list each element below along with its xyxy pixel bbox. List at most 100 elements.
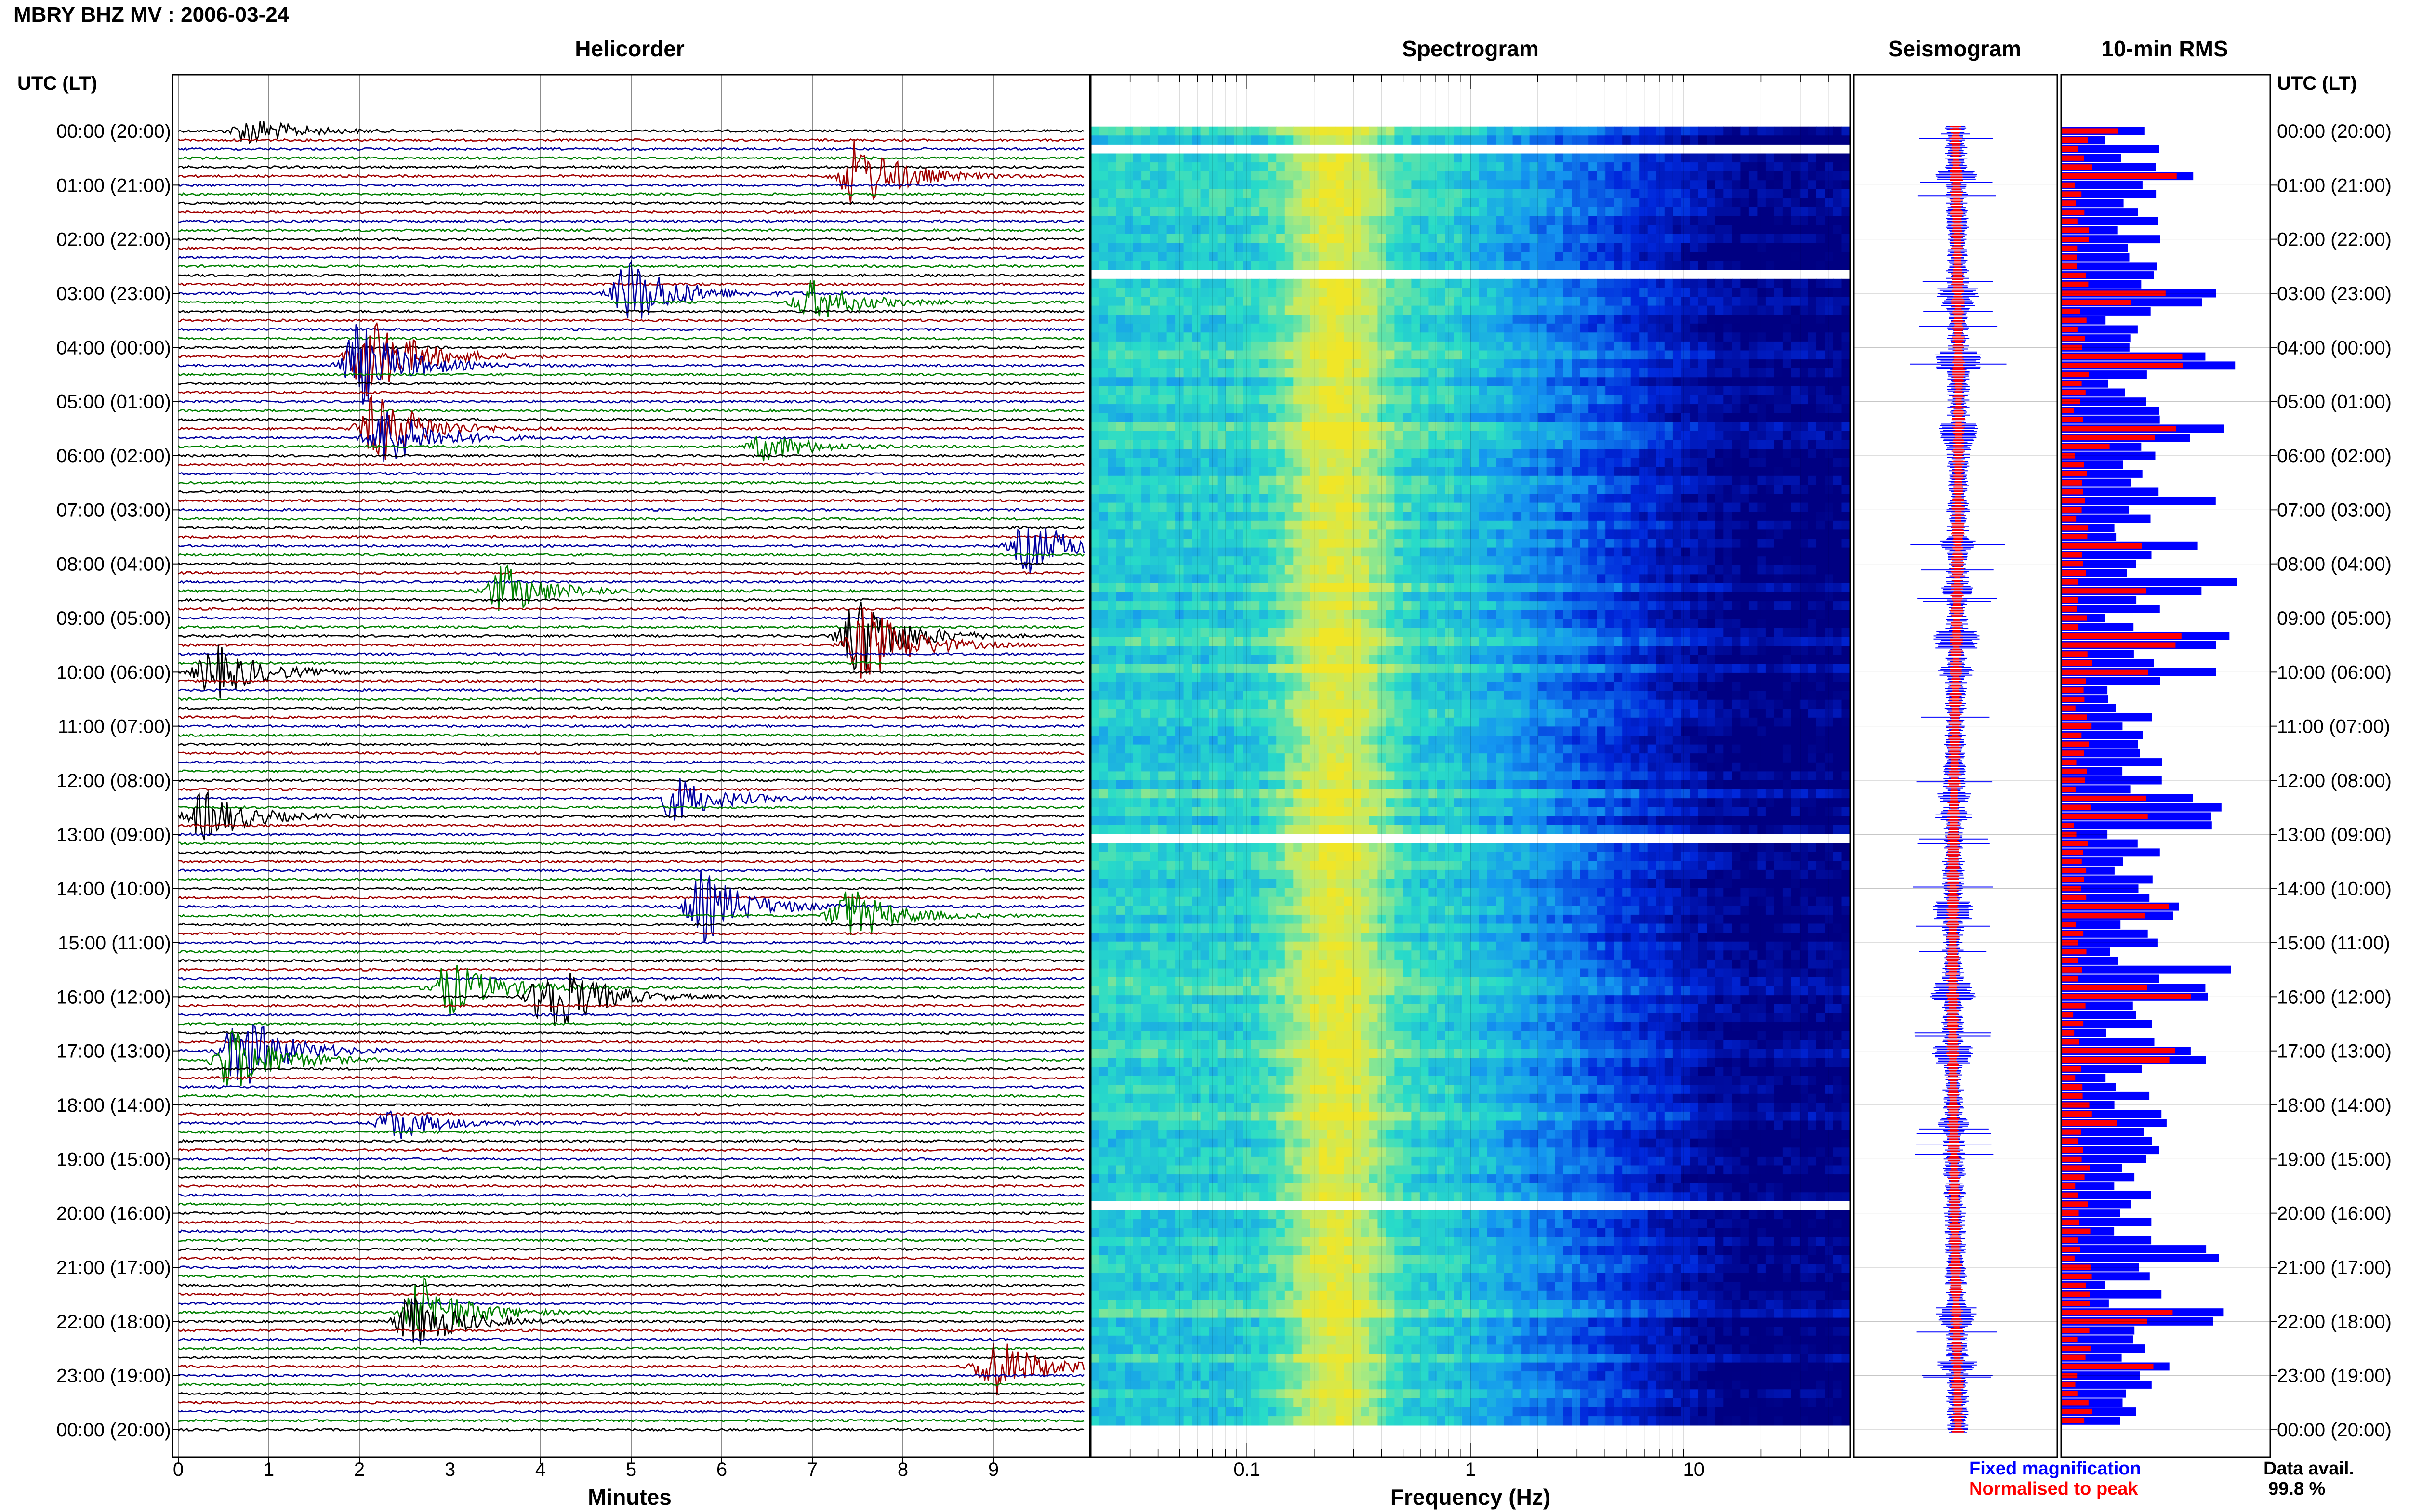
spectrogram-cell xyxy=(1403,574,1412,584)
spectrogram-cell xyxy=(1091,323,1100,333)
spectrogram-cell xyxy=(1428,162,1437,172)
spectrogram-cell xyxy=(1791,180,1800,190)
spectrogram-cell xyxy=(1748,556,1758,566)
spectrogram-cell xyxy=(1799,288,1809,297)
spectrogram-cell xyxy=(1091,359,1100,369)
spectrogram-cell xyxy=(1681,520,1691,530)
spectrogram-cell xyxy=(1335,386,1345,396)
spectrogram-cell xyxy=(1091,243,1100,252)
spectrogram-cell xyxy=(1108,341,1117,351)
spectrogram-cell xyxy=(1580,350,1589,360)
spectrogram-cell xyxy=(1808,413,1817,423)
spectrogram-cell xyxy=(1386,539,1395,548)
spectrogram-cell xyxy=(1563,198,1572,208)
spectrogram-cell xyxy=(1301,440,1311,449)
spectrogram-cell xyxy=(1209,359,1218,369)
spectrogram-cell xyxy=(1521,494,1530,503)
spectrogram-cell xyxy=(1183,350,1192,360)
spectrogram-cell xyxy=(1183,556,1192,566)
spectrogram-cell xyxy=(1614,189,1623,199)
spectrogram-cell xyxy=(1808,440,1817,449)
spectrogram-cell xyxy=(1276,467,1285,476)
spectrogram-cell xyxy=(1639,278,1648,289)
spectrogram-cell xyxy=(1150,350,1159,360)
spectrogram-cell xyxy=(1816,512,1826,521)
spectrogram-cell xyxy=(1437,359,1446,369)
spectrogram-cell xyxy=(1639,126,1648,136)
spectrogram-cell xyxy=(1125,297,1134,306)
spectrogram-cell xyxy=(1808,610,1817,620)
spectrogram-cell xyxy=(1369,601,1378,611)
spectrogram-cell xyxy=(1318,225,1328,235)
spectrogram-cell xyxy=(1605,449,1615,459)
spectrogram-cell xyxy=(1419,135,1429,145)
spectrogram-cell xyxy=(1496,619,1505,629)
spectrogram-cell xyxy=(1284,278,1294,289)
spectrogram-cell xyxy=(1512,368,1522,378)
spectrogram-cell xyxy=(1192,377,1201,387)
spectrogram-cell xyxy=(1605,305,1615,315)
spectrogram-cell xyxy=(1487,529,1496,539)
spectrogram-cell xyxy=(1614,458,1623,467)
spectrogram-cell xyxy=(1116,359,1125,369)
spectrogram-cell xyxy=(1538,297,1547,306)
spectrogram-cell xyxy=(1386,332,1395,342)
spectrogram-cell xyxy=(1479,485,1488,494)
spectrogram-cell xyxy=(1386,494,1395,503)
spectrogram-cell xyxy=(1369,583,1378,593)
spectrogram-cell xyxy=(1293,404,1302,414)
spectrogram-cell xyxy=(1108,422,1117,432)
spectrogram-cell xyxy=(1833,341,1842,351)
spectrogram-cell xyxy=(1690,180,1699,190)
spectrogram-cell xyxy=(1622,341,1631,351)
spectrogram-cell xyxy=(1647,288,1656,297)
spectrogram-cell xyxy=(1386,341,1395,351)
spectrogram-cell xyxy=(1816,350,1826,360)
spectrogram-cell xyxy=(1614,494,1623,503)
spectrogram-cell xyxy=(1799,547,1809,557)
spectrogram-cell xyxy=(1690,539,1699,548)
spectrogram-cell xyxy=(1605,395,1615,405)
spectrogram-cell xyxy=(1841,216,1851,225)
spectrogram-cell xyxy=(1487,494,1496,503)
spectrogram-cell xyxy=(1327,305,1336,315)
spectrogram-cell xyxy=(1723,261,1733,270)
spectrogram-cell xyxy=(1099,467,1108,476)
spectrogram-cell xyxy=(1099,556,1108,566)
spectrogram-cell xyxy=(1563,574,1572,584)
spectrogram-cell xyxy=(1715,547,1724,557)
spectrogram-cell xyxy=(1150,234,1159,244)
spectrogram-cell xyxy=(1369,359,1378,369)
spectrogram-cell xyxy=(1496,485,1505,494)
spectrogram-cell xyxy=(1175,467,1184,476)
spectrogram-cell xyxy=(1673,601,1682,611)
spectrogram-cell xyxy=(1808,422,1817,432)
spectrogram-cell xyxy=(1546,323,1555,333)
spectrogram-cell xyxy=(1327,234,1336,244)
spectrogram-cell xyxy=(1419,162,1429,172)
spectrogram-cell xyxy=(1268,207,1277,217)
spectrogram-cell xyxy=(1234,422,1243,432)
spectrogram-cell xyxy=(1327,135,1336,145)
spectrogram-cell xyxy=(1125,234,1134,244)
spectrogram-cell xyxy=(1226,278,1235,289)
spectrogram-cell xyxy=(1588,494,1598,503)
spectrogram-cell xyxy=(1243,502,1252,512)
spectrogram-cell xyxy=(1226,529,1235,539)
spectrogram-cell xyxy=(1546,377,1555,387)
spectrogram-cell xyxy=(1723,458,1733,467)
spectrogram-cell xyxy=(1310,583,1319,593)
spectrogram-cell xyxy=(1293,189,1302,199)
spectrogram-cell xyxy=(1504,162,1513,172)
spectrogram-cell xyxy=(1656,198,1665,208)
spectrogram-cell xyxy=(1445,449,1454,459)
spectrogram-cell xyxy=(1698,422,1707,432)
spectrogram-cell xyxy=(1723,198,1733,208)
spectrogram-cell xyxy=(1732,539,1741,548)
spectrogram-cell xyxy=(1091,440,1100,449)
spectrogram-cell xyxy=(1133,512,1142,521)
spectrogram-cell xyxy=(1723,278,1733,289)
spectrogram-cell xyxy=(1774,485,1783,494)
spectrogram-cell xyxy=(1496,162,1505,172)
spectrogram-cell xyxy=(1588,395,1598,405)
